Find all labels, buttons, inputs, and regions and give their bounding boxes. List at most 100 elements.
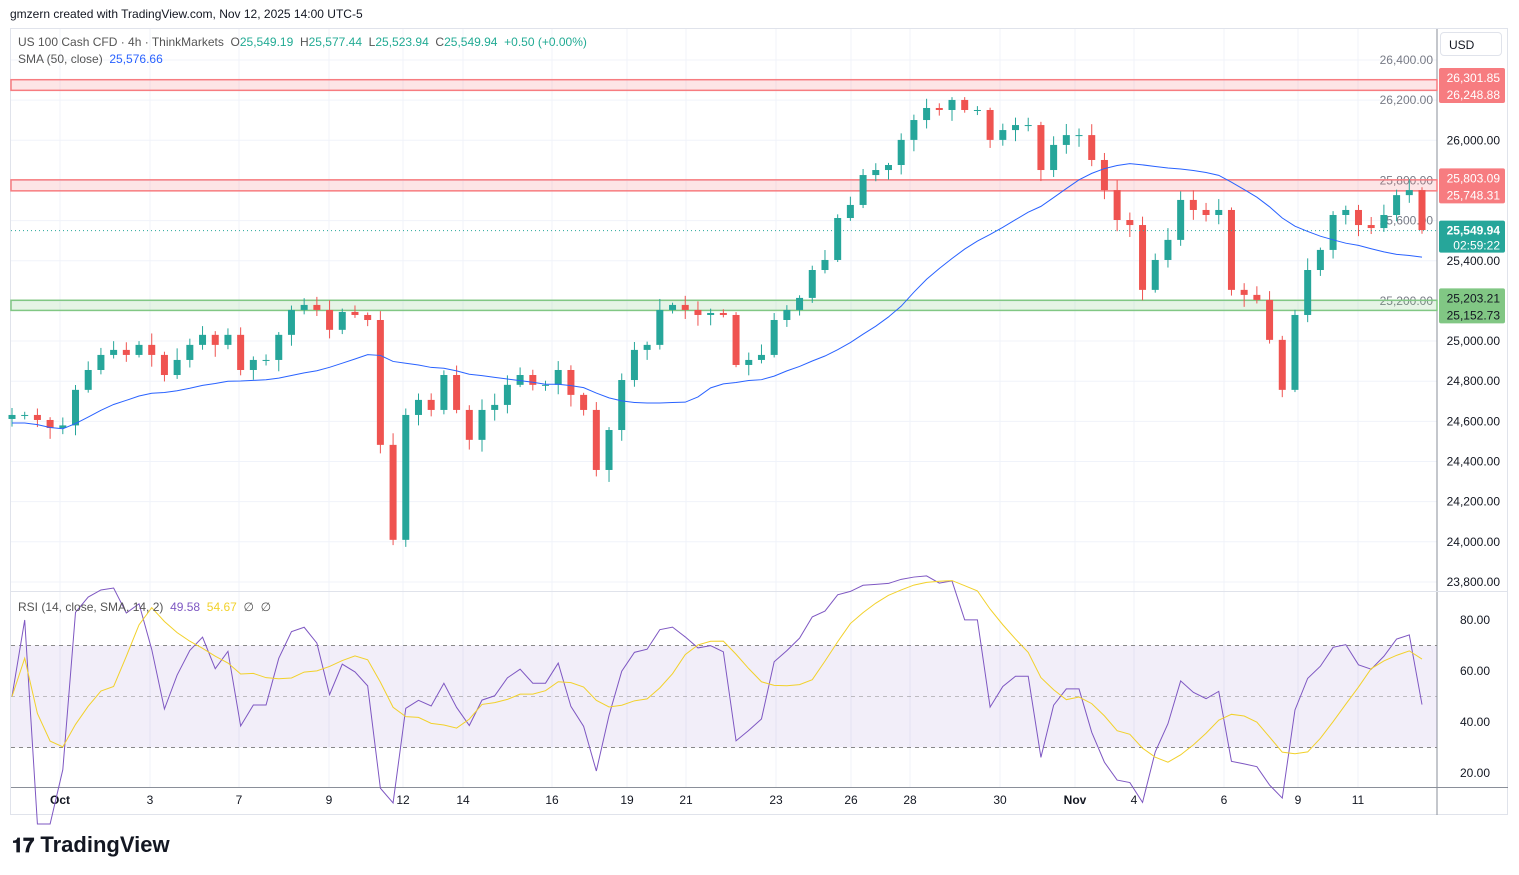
candle-body: [732, 314, 740, 365]
countdown-label: 02:59:22: [1453, 239, 1500, 253]
candle-body: [414, 399, 422, 415]
rsi-value: 49.58: [170, 600, 201, 614]
y-tick-label: 24,400.00: [1447, 455, 1501, 469]
candle-body: [1278, 339, 1286, 390]
candle-body: [1202, 209, 1210, 215]
candle-body: [1012, 125, 1020, 131]
candle-body: [402, 414, 410, 540]
candle-body: [160, 354, 168, 376]
zone-top-label: 26,301.85: [1447, 71, 1501, 85]
candle-body: [1266, 299, 1274, 340]
candle-body: [1024, 125, 1032, 127]
support-label-bg: [1439, 288, 1505, 324]
candle-body: [999, 130, 1007, 140]
rsi-legend[interactable]: RSI (14, close, SMA, 14, 2) 49.58 54.67 …: [18, 600, 271, 614]
y-tick-label: 24,800.00: [1447, 374, 1501, 388]
candle-body: [1393, 195, 1401, 215]
x-tick-label: 6: [1221, 793, 1228, 807]
candle-body: [1227, 209, 1235, 290]
candle-body: [364, 314, 372, 320]
zone-top-label: 25,803.09: [1447, 171, 1501, 185]
candle-body: [72, 389, 80, 426]
tradingview-logo: 𝟏𝟕 TradingView: [12, 832, 170, 857]
x-tick-label: 21: [679, 793, 693, 807]
currency-button[interactable]: USD: [1440, 32, 1502, 56]
candle-body: [300, 304, 308, 310]
candle-body: [313, 304, 321, 310]
candle-body: [643, 344, 651, 350]
rsi-extra-2: ∅: [260, 600, 272, 614]
candle-body: [326, 309, 334, 330]
candle-body: [808, 270, 816, 298]
candle-body: [1240, 289, 1248, 295]
candle-body: [338, 311, 346, 330]
candle-body: [948, 99, 956, 110]
rsi-tick-label: 80.00: [1460, 613, 1490, 627]
candle-body: [719, 312, 727, 315]
candle-body: [389, 444, 397, 540]
candle-body: [199, 334, 207, 345]
candle-body: [1329, 214, 1337, 250]
candle-body: [1354, 209, 1362, 226]
candle-body: [1189, 199, 1197, 210]
rsi-tick-label: 60.00: [1460, 664, 1490, 678]
open-value: 25,549.19: [239, 35, 294, 49]
candle-body: [1316, 249, 1324, 271]
candle-body: [1304, 270, 1312, 315]
chart-credit: gmzern created with TradingView.com, Nov…: [10, 7, 363, 21]
candle-body: [237, 334, 245, 370]
candle-body: [656, 309, 664, 345]
y-tick-label: 26,200.00: [1380, 93, 1434, 107]
y-tick-label: 23,800.00: [1447, 575, 1501, 589]
candle-body: [973, 109, 981, 111]
candle-body: [529, 375, 537, 385]
sma-legend[interactable]: SMA (50, close) 25,576.66: [18, 52, 163, 66]
candle-body: [110, 349, 118, 355]
candle-body: [122, 349, 130, 355]
candle-body: [1215, 209, 1223, 215]
candle-body: [821, 259, 829, 271]
rsi-label: RSI (14, close, SMA, 14, 2): [18, 600, 164, 614]
y-tick-label: 26,400.00: [1380, 53, 1434, 67]
x-tick-label: Oct: [50, 793, 70, 807]
high-label: H: [299, 35, 309, 49]
candle-body: [440, 375, 448, 410]
support-zone: [10, 299, 1438, 312]
sma-value: 25,576.66: [109, 52, 163, 66]
rsi-sma-value: 54.67: [206, 600, 237, 614]
y-tick-label: 25,400.00: [1447, 254, 1501, 268]
symbol-legend: US 100 Cash CFD · 4h · ThinkMarkets O25,…: [18, 35, 587, 49]
zone-top-label: 25,203.21: [1447, 291, 1501, 305]
candle-body: [961, 99, 969, 110]
resistance-label-bg: [1439, 68, 1505, 104]
x-tick-label: 4: [1131, 793, 1138, 807]
x-tick-label: 9: [326, 793, 333, 807]
zone-bottom-label: 25,748.31: [1447, 188, 1501, 202]
y-tick-label: 24,000.00: [1447, 535, 1501, 549]
close-value: 25,549.94: [444, 35, 498, 49]
x-tick-label: 23: [769, 793, 783, 807]
x-tick-label: Nov: [1064, 793, 1087, 807]
x-tick-label: 28: [903, 793, 917, 807]
candle-body: [262, 359, 270, 361]
candle-body: [872, 170, 880, 176]
candle-body: [681, 304, 689, 310]
candle-body: [1151, 259, 1159, 290]
close-label: C: [435, 35, 445, 49]
candle-body: [1342, 209, 1350, 215]
x-tick-label: 14: [456, 793, 470, 807]
candle-body: [846, 204, 854, 219]
y-tick-label: 24,600.00: [1447, 414, 1501, 428]
sma-line: [12, 163, 1423, 430]
candle-body: [1126, 220, 1134, 226]
zone-bottom-label: 26,248.88: [1447, 88, 1501, 102]
symbol-name[interactable]: US 100 Cash CFD · 4h · ThinkMarkets: [18, 35, 224, 49]
candle-body: [1367, 225, 1375, 229]
low-label: L: [368, 35, 376, 49]
candle-body: [186, 344, 194, 360]
candle-body: [770, 319, 778, 355]
logo-text: TradingView: [40, 832, 170, 857]
rsi-tick-label: 20.00: [1460, 766, 1490, 780]
candle-body: [376, 319, 384, 445]
